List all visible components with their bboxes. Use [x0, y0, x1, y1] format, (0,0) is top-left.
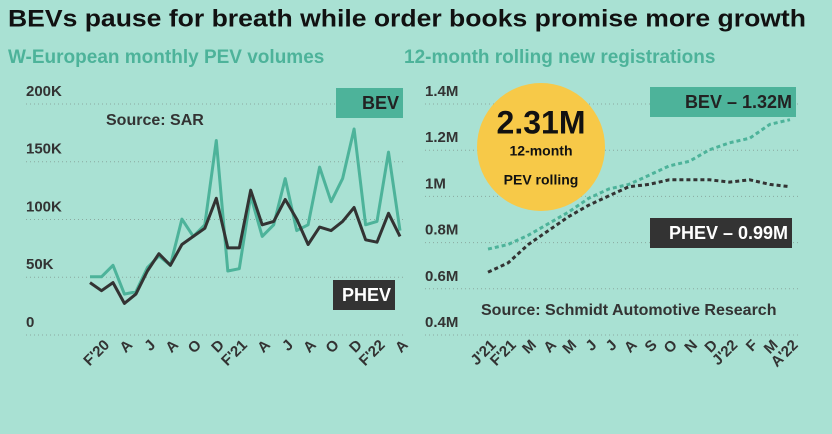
- legend-box: [336, 88, 403, 118]
- annotation: Source: Schmidt Automotive Research: [481, 302, 776, 319]
- annotation: PEV rolling: [504, 172, 579, 188]
- y-tick-label: 50K: [26, 256, 54, 273]
- series-line: [89, 188, 402, 305]
- y-tick-label: 150K: [26, 141, 62, 158]
- annotation: Source: SAR: [106, 112, 204, 129]
- legend-label: PHEV – 0.99M: [669, 223, 788, 243]
- y-tick-label: 0: [26, 314, 34, 331]
- y-tick-label: 0.6M: [425, 268, 458, 285]
- y-tick-label: 1.4M: [425, 83, 458, 100]
- y-tick-label: 1.2M: [425, 129, 458, 146]
- legend-label: BEV – 1.32M: [685, 92, 792, 112]
- legend-label: BEV: [362, 93, 399, 113]
- legend-box: [333, 280, 395, 310]
- y-tick-label: 100K: [26, 198, 62, 215]
- y-tick-label: 0.4M: [425, 314, 458, 331]
- legend-label: PHEV: [342, 285, 391, 305]
- callout-circle: [477, 83, 605, 211]
- series-line: [487, 118, 791, 251]
- subtitle: W-European monthly PEV volumes: [8, 47, 324, 68]
- chart-title: BEVs pause for breath while order books …: [8, 5, 806, 32]
- annotation: 2.31M: [497, 104, 586, 140]
- y-tick-label: 200K: [26, 83, 62, 100]
- y-tick-label: 1M: [425, 175, 446, 192]
- legend-box: [650, 87, 796, 117]
- legend-box: [650, 218, 792, 248]
- y-tick-label: 0.8M: [425, 222, 458, 239]
- annotation: 12-month: [510, 143, 573, 159]
- series-line: [487, 178, 791, 274]
- subtitle: 12-month rolling new registrations: [404, 47, 715, 68]
